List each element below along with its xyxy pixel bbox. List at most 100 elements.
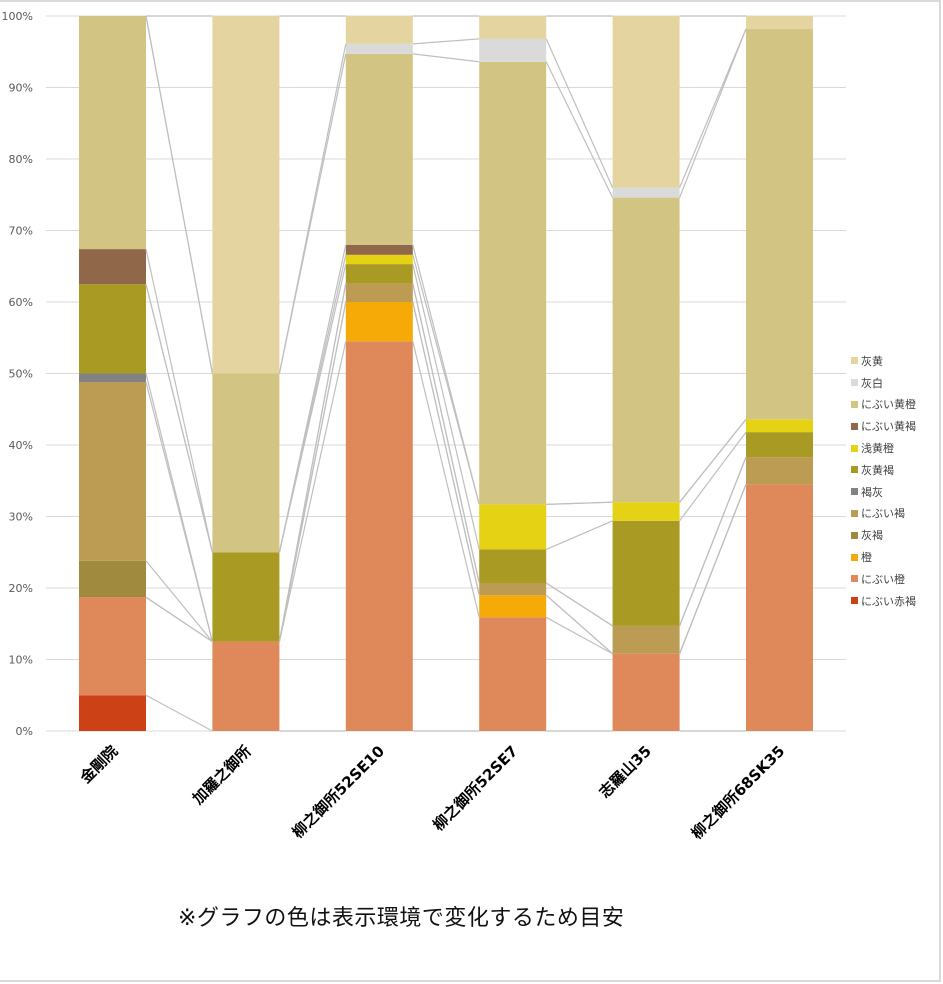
bar-segment [79, 249, 146, 285]
y-tick-label: 80% [9, 153, 33, 166]
x-category-label: 加羅之御所 [188, 742, 254, 808]
legend-swatch-icon [851, 553, 858, 561]
series-line [412, 53, 480, 63]
series-line [145, 560, 213, 643]
legend-swatch-icon [851, 400, 858, 408]
series-line [679, 484, 747, 654]
bar-segment [479, 595, 547, 618]
legend-item: にぶい褐 [851, 503, 941, 525]
bar-segment [212, 641, 280, 731]
series-line [545, 38, 614, 188]
series-line [412, 244, 480, 505]
series-line [145, 15, 213, 374]
legend-label: 褐灰 [861, 485, 883, 499]
y-tick-label: 70% [9, 225, 33, 238]
bar-segment [79, 16, 146, 250]
bar-segment [345, 283, 413, 302]
legend-swatch-icon [851, 509, 858, 517]
series-line [545, 582, 613, 627]
series-line [145, 694, 213, 732]
series-line [546, 501, 613, 505]
legend-item: 灰白 [851, 372, 941, 394]
y-tick-label: 10% [9, 654, 33, 667]
bar-segment [612, 653, 680, 731]
series-line [278, 283, 347, 642]
y-tick-label: 0% [16, 725, 33, 738]
bar-segment [79, 373, 146, 383]
series-line [679, 431, 747, 522]
bar-segment [746, 432, 813, 458]
bar-segment [479, 16, 547, 39]
y-tick-label: 50% [9, 368, 33, 381]
legend-swatch-icon [851, 379, 858, 387]
series-line [545, 616, 613, 655]
legend-item: 浅黄橙 [851, 437, 941, 459]
legend-label: にぶい黄褐 [861, 420, 916, 434]
x-category-label: 志羅山35 [596, 742, 655, 801]
bar-segment [345, 264, 413, 284]
legend-item: にぶい黄褐 [851, 415, 941, 437]
legend-label: 橙 [861, 551, 872, 565]
x-category-label: 金剛院 [76, 742, 121, 787]
bar-segment [612, 502, 680, 521]
legend-label: にぶい赤褐 [861, 594, 916, 608]
bar-segment [345, 16, 413, 44]
series-line [412, 283, 480, 584]
bar-segment [345, 254, 413, 265]
legend-label: にぶい橙 [861, 572, 905, 586]
legend-swatch-icon [851, 466, 858, 474]
bar-segment [746, 28, 813, 420]
series-line [145, 248, 213, 553]
bar-segment [746, 484, 813, 731]
bar-segment [345, 341, 413, 731]
x-category-label: 柳之御所52SE10 [289, 742, 389, 842]
legend-label: 灰黄褐 [861, 463, 894, 477]
series-line [278, 43, 347, 374]
legend-swatch-icon [851, 531, 858, 539]
series-line [679, 28, 747, 198]
bar-segment [345, 53, 413, 245]
series-line [278, 341, 347, 642]
bar-segment [79, 560, 146, 598]
bar-segment [212, 373, 280, 553]
series-line [412, 301, 480, 596]
legend-item: 褐灰 [851, 481, 941, 503]
series-line [679, 456, 747, 627]
bar-segment [79, 382, 146, 561]
series-line [145, 283, 213, 553]
legend-item: にぶい橙 [851, 568, 941, 590]
bar-segment [345, 43, 413, 54]
y-tick-label: 30% [9, 511, 33, 524]
bar-segment [612, 625, 680, 654]
y-tick-label: 40% [9, 439, 33, 452]
legend-swatch-icon [851, 575, 858, 583]
series-line [679, 418, 747, 503]
chart-legend: 灰黄 灰白 にぶい黄橙 にぶい黄褐 浅黄橙 灰黄褐 褐灰 にぶい褐 灰褐 橙 に… [851, 350, 941, 612]
bar-segment [746, 419, 813, 433]
legend-label: 灰褐 [861, 529, 883, 543]
bar-segment [746, 457, 813, 485]
bar-segment [79, 597, 146, 696]
legend-item: 橙 [851, 546, 941, 568]
bar-segment [612, 520, 680, 626]
bar-segment [612, 16, 680, 188]
legend-label: 灰黄 [861, 354, 883, 368]
legend-item: 灰褐 [851, 524, 941, 546]
series-line [545, 520, 613, 550]
bar-segment [612, 187, 680, 198]
bar-segment [479, 38, 547, 62]
series-line [412, 38, 480, 45]
y-tick-label: 60% [9, 296, 33, 309]
x-category-label: 柳之御所52SE7 [429, 742, 521, 834]
legend-item: 灰黄 [851, 350, 941, 372]
bar-segment [479, 549, 547, 583]
series-line [545, 594, 613, 655]
legend-label: にぶい黄橙 [861, 398, 916, 412]
bar-segment [479, 61, 547, 505]
legend-label: 灰白 [861, 376, 883, 390]
legend-swatch-icon [851, 422, 858, 430]
series-line [545, 61, 614, 198]
legend-swatch-icon [851, 444, 858, 452]
